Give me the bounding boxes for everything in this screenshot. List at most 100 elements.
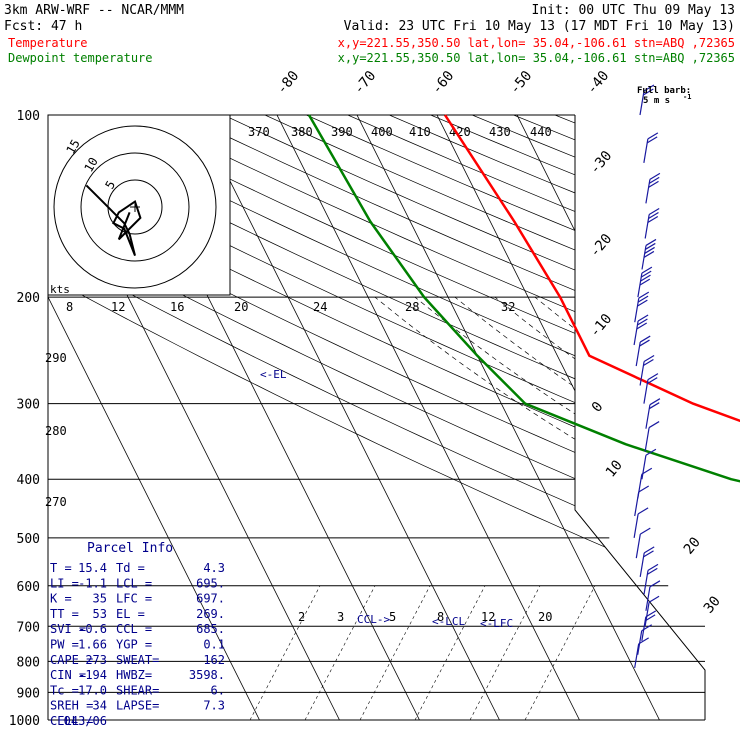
wind-barb-flag bbox=[646, 377, 658, 385]
wind-barb-flag bbox=[646, 136, 658, 144]
wind-barb-flag bbox=[637, 299, 648, 307]
wind-barb-flag bbox=[639, 527, 651, 535]
dry-adiabat-label: 440 bbox=[530, 125, 552, 139]
wind-barb bbox=[639, 355, 655, 386]
pressure-tick-label: 400 bbox=[17, 473, 40, 488]
wind-barb bbox=[645, 398, 661, 429]
dry-adiabat-label: 270 bbox=[45, 495, 67, 509]
pressure-tick-label: 900 bbox=[17, 686, 40, 701]
parcel-info-value: 697. bbox=[196, 592, 225, 606]
parcel-info-value: YGP = bbox=[116, 638, 152, 652]
wind-barb-flag bbox=[643, 546, 655, 554]
wind-barb bbox=[645, 580, 661, 611]
hodograph-unit-label: kts bbox=[50, 283, 70, 296]
level-marker-label: <-LCL bbox=[432, 615, 465, 628]
wind-barb-flag bbox=[647, 215, 659, 224]
parcel-info-value: EL = bbox=[116, 607, 145, 621]
parcel-info-value: K = bbox=[50, 592, 72, 606]
level-marker-label: CCL-> bbox=[357, 613, 390, 626]
wind-barb bbox=[641, 448, 657, 480]
parcel-info-value: 34 bbox=[93, 699, 107, 713]
upper-mixing-ratio-label: 12 bbox=[111, 300, 125, 314]
wind-barb-flag bbox=[639, 335, 651, 343]
wind-barb-flag bbox=[639, 278, 651, 286]
level-marker-label: <-LFC bbox=[480, 617, 513, 630]
wind-barb-flag bbox=[642, 88, 654, 96]
parcel-info-value: 35 bbox=[93, 592, 107, 606]
wind-barb-flag bbox=[645, 610, 657, 618]
barb-key-unit: 5 m s bbox=[643, 96, 670, 106]
upper-mixing-ratio-label: 20 bbox=[234, 300, 248, 314]
pressure-tick-label: 800 bbox=[17, 655, 40, 670]
parcel-info-value: CCL = bbox=[116, 622, 152, 636]
parcel-info-value: 7.3 bbox=[203, 699, 225, 713]
wind-barb-flag bbox=[640, 270, 652, 278]
wind-barb-flag bbox=[643, 550, 654, 558]
mixing-ratio-label: 2 bbox=[298, 610, 305, 624]
pressure-axis-labels: 100 200 300 400 500 600 700 800 900 1000 bbox=[9, 109, 40, 729]
wind-barb bbox=[644, 595, 660, 627]
parcel-info-value: 4.3 bbox=[203, 561, 225, 575]
mixing-ratio-line bbox=[469, 585, 541, 720]
wind-barb-flag bbox=[637, 318, 648, 326]
wind-barb bbox=[644, 421, 660, 452]
wind-barb-flag bbox=[636, 322, 648, 330]
wind-barb-flag bbox=[648, 211, 659, 220]
parcel-info-value: LI = bbox=[50, 576, 79, 590]
wind-barb-flag bbox=[638, 485, 650, 493]
parcel-info-value: -194 bbox=[78, 668, 107, 682]
mixing-ratio-label: 20 bbox=[538, 610, 552, 624]
parcel-info-value: CELL = bbox=[50, 714, 93, 728]
isotherm-line bbox=[276, 115, 580, 720]
wind-barb bbox=[637, 266, 653, 298]
wind-barb-flag bbox=[643, 250, 655, 258]
wind-barb bbox=[643, 563, 659, 595]
wind-barb-flag bbox=[637, 295, 649, 303]
pressure-tick-label: 1000 bbox=[9, 714, 40, 729]
hodograph-ring bbox=[80, 152, 190, 262]
wind-barb-flag bbox=[647, 373, 659, 381]
level-marker-label: <-EL bbox=[260, 368, 287, 381]
barb-key-unit-exponent: -1 bbox=[683, 93, 691, 101]
dewpoint-station-info: x,y=221.55,350.50 lat,lon= 35.04,-106.61… bbox=[338, 51, 735, 65]
plot-frame-right bbox=[574, 115, 706, 720]
wind-barb-flag bbox=[641, 467, 653, 475]
parcel-info-value: 1.66 bbox=[78, 638, 107, 652]
wind-barb-staff bbox=[633, 513, 639, 538]
hodograph-ring-label: 10 bbox=[81, 155, 100, 175]
wind-barb-flag bbox=[649, 580, 661, 588]
wind-barb-flag bbox=[637, 314, 649, 322]
wind-barb-flag bbox=[641, 266, 653, 274]
wind-barb bbox=[639, 546, 655, 577]
dry-adiabat-label: 410 bbox=[409, 125, 431, 139]
wind-barb-flag bbox=[648, 421, 660, 429]
wind-barb-staff bbox=[645, 586, 651, 611]
pressure-tick-label: 300 bbox=[17, 398, 40, 413]
isotherm-line bbox=[48, 115, 260, 720]
hodograph-trace bbox=[85, 184, 142, 256]
temperature-legend: Temperature bbox=[8, 36, 87, 50]
pressure-tick-label: 100 bbox=[17, 109, 40, 124]
sounding-profiles bbox=[307, 114, 740, 483]
wind-barb bbox=[634, 291, 650, 323]
wind-barb-flag bbox=[647, 132, 659, 140]
wind-barb-flag bbox=[643, 355, 655, 363]
wind-barb-flag bbox=[648, 595, 660, 603]
wind-barb bbox=[633, 507, 649, 538]
wind-barb-flag bbox=[648, 180, 659, 188]
pressure-tick-label: 700 bbox=[17, 620, 40, 635]
wind-barb-flag bbox=[637, 507, 649, 515]
valid-time: Valid: 23 UTC Fri 10 May 13 (17 MDT Fri … bbox=[344, 19, 735, 34]
parcel-info-value: Tc = bbox=[50, 683, 79, 697]
parcel-info-value: 0.1 bbox=[203, 638, 225, 652]
parcel-info-value: 685. bbox=[196, 622, 225, 636]
upper-mixing-ratio-label: 28 bbox=[405, 300, 419, 314]
temperature-station-info: x,y=221.55,350.50 lat,lon= 35.04,-106.61… bbox=[338, 36, 735, 50]
parcel-info-value: CAPE = bbox=[50, 653, 93, 667]
wind-barb-staff bbox=[635, 533, 641, 559]
hodograph-ring bbox=[53, 125, 217, 289]
wind-barb-flag bbox=[648, 207, 660, 216]
wind-barb bbox=[633, 314, 649, 346]
